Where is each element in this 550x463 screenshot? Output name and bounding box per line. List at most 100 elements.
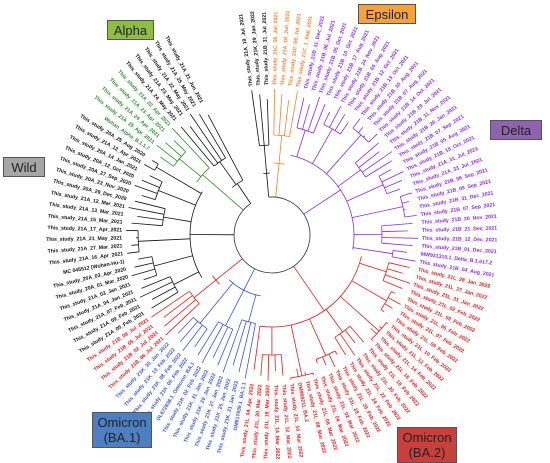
sub-clade-branch <box>312 128 333 164</box>
tip-branch <box>238 322 252 373</box>
tip-branch <box>267 354 270 381</box>
tip-label: This_study_21B_12_Dec_2021 <box>422 236 497 244</box>
tip-branch <box>296 97 305 128</box>
tip-branch <box>165 142 182 157</box>
sub-clade-branch <box>278 135 283 164</box>
tip-branch <box>222 319 243 373</box>
sub-clade-arc <box>382 262 390 281</box>
tip-branch <box>131 222 163 227</box>
tip-label: This_study_21A_21_May_2021 <box>46 235 122 243</box>
tip-branch <box>177 317 194 334</box>
sub-clade-branch <box>219 161 237 185</box>
clade-label-omicron-ba1: Omicron (BA.1) <box>92 412 152 448</box>
tip-label: This_study_21L_20_Mar_2022 <box>252 384 264 459</box>
backbone-branch <box>215 258 243 281</box>
tip-branch <box>141 195 156 200</box>
sub-clade-branch <box>263 145 267 174</box>
tip-branch <box>135 200 166 210</box>
tip-branch <box>387 268 403 274</box>
clade-label-alpha-text: Alpha <box>113 22 148 38</box>
tip-branch <box>365 160 393 178</box>
tip-branch <box>392 250 407 253</box>
tip-label: This_study_21A_18_Jun_2021 <box>280 10 291 85</box>
sub-clade-branch <box>199 282 234 324</box>
tip-branch <box>127 251 140 254</box>
sub-clade-branch <box>156 166 202 194</box>
tip-branch <box>128 207 165 215</box>
tip-branch <box>304 372 306 376</box>
tip-branch <box>199 113 226 159</box>
tip-branch <box>189 126 219 164</box>
tip-branch <box>370 328 377 335</box>
tip-branch <box>368 133 378 143</box>
sub-clade-arc <box>154 181 163 200</box>
backbone-branch <box>236 183 252 204</box>
tree-branches <box>126 88 419 381</box>
sub-clade-branch <box>351 280 387 302</box>
tip-branch <box>180 126 215 167</box>
tip-label: This_study_21B_21_Dec_2021 <box>422 226 498 234</box>
tip-branch <box>194 328 208 348</box>
tip-branch <box>160 156 174 167</box>
tip-branch <box>260 354 263 376</box>
sub-clade-branch <box>346 184 384 202</box>
tip-branch <box>352 118 361 129</box>
backbone-branch <box>202 174 244 211</box>
tip-branch <box>189 113 222 161</box>
tip-branch <box>163 295 193 318</box>
sub-clade-branch <box>290 324 303 376</box>
tip-branch <box>296 368 299 377</box>
tip-branch <box>354 142 379 164</box>
clade-arc <box>212 275 220 285</box>
tip-branch <box>384 180 403 189</box>
tip-branch <box>307 96 321 132</box>
clade-label-wild: Wild <box>3 157 45 177</box>
sub-clade-arc <box>334 325 351 338</box>
tip-branch <box>386 322 389 325</box>
tip-branch <box>143 274 157 281</box>
tip-branch <box>358 126 364 133</box>
sub-clade-branch <box>225 290 245 326</box>
tip-branch <box>402 201 410 204</box>
tip-branch <box>362 151 393 173</box>
backbone-branch <box>303 189 341 215</box>
sub-clade-arc <box>169 276 179 293</box>
tip-branch <box>182 324 203 351</box>
root-arc <box>233 196 311 274</box>
tip-branch <box>289 91 298 137</box>
backbone-branch <box>293 266 325 312</box>
sub-clade-arc <box>151 256 158 276</box>
clade-label-epsilon: Epsilon <box>358 4 416 24</box>
tip-branch <box>141 276 171 289</box>
tip-label: This_study_21B_01_Dec_2021 <box>421 244 497 256</box>
tip-branch <box>391 291 396 294</box>
tip-branch <box>173 140 186 152</box>
clade-label-delta-text: Delta <box>500 122 532 138</box>
sub-clade-branch <box>153 255 193 267</box>
tip-branch <box>280 354 284 376</box>
tip-branch <box>328 353 336 367</box>
clade-label-alpha: Alpha <box>107 20 154 40</box>
tip-branch <box>273 88 275 136</box>
tip-branch <box>217 329 234 366</box>
clade-label-omicron-ba1-text: Omicron (BA.1) <box>97 415 147 445</box>
sub-clade-arc <box>162 208 166 226</box>
tip-branch <box>151 291 179 309</box>
sub-clade-arc <box>352 127 369 143</box>
tip-branch <box>315 359 318 364</box>
tip-branch <box>381 237 419 239</box>
sub-clade-branch <box>138 238 191 242</box>
sub-clade-branch <box>223 144 244 181</box>
clade-label-wild-text: Wild <box>11 159 37 175</box>
sub-clade-branch <box>359 262 387 273</box>
sub-clade-branch <box>193 279 217 299</box>
tip-label: This_study_21A_27_Mar_2021 <box>47 243 122 254</box>
tip-branch <box>149 175 163 183</box>
sub-clade-branch <box>352 206 404 218</box>
tip-label: This_study_21A_17_Apr_2021 <box>47 225 122 233</box>
clade-label-delta: Delta <box>490 120 542 140</box>
tip-branch <box>165 303 200 336</box>
tip-branch <box>381 230 408 233</box>
tip-branch <box>172 128 183 139</box>
